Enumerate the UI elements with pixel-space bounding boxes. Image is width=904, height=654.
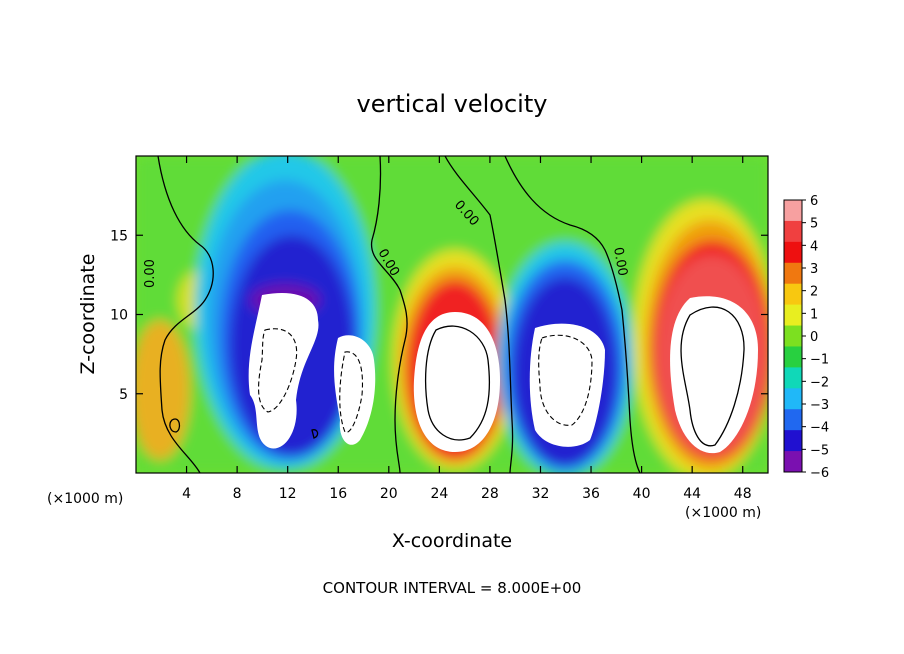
contour-label: 0.00: [143, 259, 158, 288]
colorbar-tick-label: −4: [810, 421, 829, 436]
x-tick-label: 44: [683, 486, 701, 502]
colorbar-tick-label: −3: [810, 398, 829, 413]
colorbar-swatch: [784, 388, 802, 410]
x-axis-label: X-coordinate: [392, 530, 512, 552]
colorbar-tick-label: −5: [810, 443, 829, 458]
colorbar-tick-label: 0: [810, 330, 818, 345]
colorbar-swatch: [784, 325, 802, 347]
colorbar-tick-label: −2: [810, 375, 829, 390]
x-tick-label: 8: [233, 486, 242, 502]
colorbar-tick-label: 6: [810, 194, 818, 209]
core-updraft-1: [413, 312, 500, 452]
colorbar: 6 5 4 3 2 1 0 −1 −2 −3 −4 −5 −6: [783, 194, 829, 481]
core-mid: [529, 323, 605, 447]
colorbar-swatch: [784, 367, 802, 389]
colorbar-swatch: [784, 262, 802, 285]
colorbar-tick-label: 5: [810, 217, 818, 232]
colorbar-swatch: [784, 283, 802, 306]
colorbar-tick-label: −1: [810, 353, 829, 368]
x-tick-label: 20: [380, 486, 398, 502]
core-left-2: [334, 335, 376, 445]
y-tick-label: 15: [110, 228, 128, 244]
y-tick-label: 10: [110, 308, 128, 324]
colorbar-swatch: [784, 220, 802, 243]
colorbar-swatch: [784, 200, 802, 222]
x-tick-label: 40: [633, 486, 651, 502]
colorbar-tick-label: 3: [810, 262, 818, 277]
x-unit-right: (×1000 m): [685, 505, 761, 521]
colorbar-tick-label: 2: [810, 285, 818, 300]
x-tick-label: 24: [430, 486, 448, 502]
y-tick-label: 5: [119, 387, 128, 403]
y-axis-label: Z-coordinate: [77, 254, 99, 375]
x-tick-label: 12: [279, 486, 297, 502]
x-tick-label: 36: [582, 486, 600, 502]
velocity-field: 0.00 0.00 0.00 0.00: [136, 156, 768, 473]
x-axis: 4 8 12 16 20 24 28 32 36 40 44 48: [182, 156, 752, 502]
x-tick-label: 48: [734, 486, 752, 502]
x-unit-left: (×1000 m): [47, 491, 123, 507]
x-tick-label: 28: [481, 486, 499, 502]
x-tick-label: 4: [182, 486, 191, 502]
x-tick-label: 32: [532, 486, 550, 502]
colorbar-swatch: [784, 304, 802, 327]
colorbar-swatch: [784, 409, 802, 431]
chart-title: vertical velocity: [357, 90, 548, 118]
colorbar-swatch: [784, 346, 802, 368]
colorbar-swatch: [784, 241, 802, 264]
x-tick-label: 16: [329, 486, 347, 502]
contour-label: 0.00: [610, 246, 630, 277]
colorbar-tick-label: −6: [810, 466, 829, 481]
colorbar-swatch: [784, 430, 802, 452]
core-updraft-2: [670, 296, 758, 454]
colorbar-tick-label: 1: [810, 307, 818, 322]
core-left-1: [248, 292, 319, 449]
colorbar-swatch: [784, 451, 802, 473]
colorbar-tick-label: 4: [810, 239, 818, 254]
contour-interval-footer: CONTOUR INTERVAL = 8.000E+00: [323, 579, 582, 597]
y-axis: 5 10 15: [110, 228, 768, 403]
